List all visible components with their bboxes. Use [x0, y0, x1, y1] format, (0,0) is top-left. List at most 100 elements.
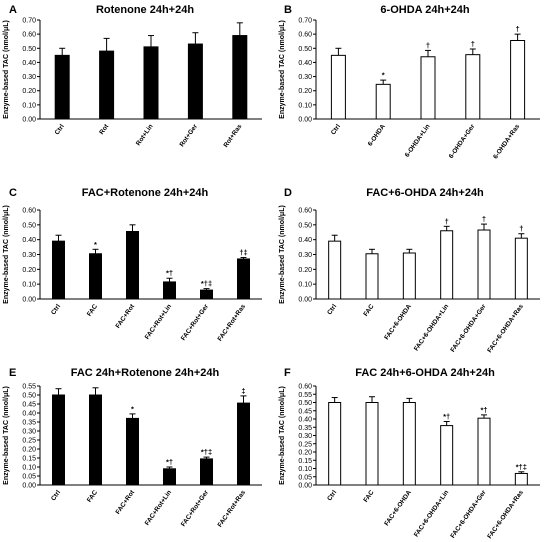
panel-b-y-tick-label: 0.40	[298, 60, 312, 67]
panel-c: C FAC+Rotenone 24h+24h Enzyme-based TAC (n…	[3, 187, 262, 343]
panel-b-significance-label: †	[516, 25, 520, 34]
panel-d-y-axis-title: Enzyme-based TAC (nmol/μL)	[279, 205, 286, 304]
panel-e-y-tick-label: 0.45	[22, 402, 36, 409]
panel-f-y-tick-label: 0.15	[298, 458, 312, 465]
panel-d-letter: D	[284, 187, 292, 199]
panel-c-bar	[89, 253, 102, 300]
panel-d-significance-label: †	[482, 215, 486, 224]
panel-b-bar	[375, 83, 391, 120]
panel-a: A Rotenone 24h+24h Enzyme-based TAC (nmol/…	[3, 4, 262, 149]
panel-a-y-tick-label: 0.10	[22, 102, 36, 109]
panel-a-y-tick-label: 0.30	[22, 74, 36, 81]
panel-e-bar	[126, 417, 139, 486]
panel-c-category-label: FAC	[86, 303, 99, 318]
panel-a-y-axis-title: Enzyme-based TAC (nmol/μL)	[3, 20, 10, 119]
panel-c-bar	[52, 240, 65, 300]
panel-c-category-label: FAC+Rot+Ger	[180, 303, 210, 342]
panel-b-significance-label: †	[426, 41, 430, 50]
panel-b-category-label: Ctrl	[330, 123, 342, 136]
panel-b-category-label: 6-OHDA+Ger	[448, 123, 477, 160]
panel-c-category-label: FAC+Rot	[115, 302, 137, 329]
panel-b-bar	[510, 40, 526, 120]
panel-d-y-tick-label: 0.40	[298, 237, 312, 244]
panel-e: E FAC 24h+Rotenone 24h+24h Enzyme-based TA…	[3, 367, 262, 529]
panel-e-y-tick-label: 0.15	[22, 456, 36, 463]
panel-d-category-label: FAC+6-OHDA+Lin	[413, 303, 450, 352]
panel-f-bar	[440, 425, 454, 486]
panel-f-category-label: FAC	[362, 489, 375, 504]
panel-b-letter: B	[284, 4, 292, 16]
panel-c-category-label: FAC+Rot+Ras	[217, 303, 248, 343]
panel-c-y-tick-label: 0.00	[22, 297, 36, 304]
panel-c-significance-label: †‡	[239, 248, 247, 257]
panel-e-title: FAC 24h+Rotenone 24h+24h	[71, 367, 220, 379]
panel-f-bar	[514, 472, 528, 486]
panel-a-y-tick-label: 0.20	[22, 88, 36, 95]
panel-d-y-tick-label: 0.10	[298, 282, 312, 289]
panel-e-y-tick-label: 0.40	[22, 411, 36, 418]
panel-e-significance-label: ‡	[241, 386, 245, 395]
panel-d-category-label: FAC+6-OHDA	[383, 303, 413, 341]
panel-f-y-tick-label: 0.30	[298, 433, 312, 440]
panel-c-significance-label: *†‡	[201, 279, 212, 288]
panel-c-y-axis-title: Enzyme-based TAC (nmol/μL)	[3, 205, 10, 304]
panel-c-category-label: Ctrl	[50, 303, 62, 316]
panel-b: B 6-OHDA 24h+24h Enzyme-based TAC (nmol/μL…	[279, 4, 540, 160]
panel-c-y-tick-label: 0.10	[22, 282, 36, 289]
panel-f-bar	[402, 402, 416, 486]
panel-f-y-tick-label: 0.60	[298, 384, 312, 391]
panel-a-title: Rotenone 24h+24h	[96, 4, 194, 16]
panel-a-category-label: Rot	[98, 122, 110, 136]
panel-d-bar	[365, 253, 379, 300]
panel-f-y-tick-label: 0.20	[298, 450, 312, 457]
panel-f-y-tick-label: 0.25	[298, 441, 312, 448]
panel-b-y-tick-label: 0.70	[298, 18, 312, 25]
panel-f-category-label: FAC+6-OHDA+Ras	[486, 489, 525, 540]
panel-c-bar	[163, 281, 176, 300]
panel-d-bar	[328, 240, 342, 300]
panel-a-bar	[143, 46, 159, 120]
panel-a-bar	[232, 35, 248, 120]
panel-a-y-tick-label: 0.40	[22, 60, 36, 67]
panel-e-y-tick-label: 0.55	[22, 384, 36, 391]
panel-e-significance-label: *†‡	[201, 448, 212, 457]
panel-e-category-label: FAC+Rot	[115, 488, 137, 515]
panel-b-y-tick-label: 0.60	[298, 32, 312, 39]
panel-e-y-tick-label: 0.10	[22, 465, 36, 472]
panel-e-y-tick-label: 0.05	[22, 474, 36, 481]
panel-c-y-tick-label: 0.40	[22, 237, 36, 244]
panel-e-significance-label: *†	[166, 458, 173, 467]
panel-f-y-tick-label: 0.05	[298, 474, 312, 481]
panel-b-y-tick-label: 0.00	[298, 117, 312, 124]
panel-c-y-tick-label: 0.60	[22, 208, 36, 215]
panel-d-y-tick-label: 0.50	[298, 222, 312, 229]
panel-e-bar	[200, 458, 213, 486]
panel-a-y-tick-label: 0.50	[22, 46, 36, 53]
panel-f-significance-label: *†‡	[516, 462, 527, 471]
panel-e-bar	[52, 394, 65, 486]
panel-f-bar	[477, 417, 491, 486]
panel-f-title: FAC 24h+6-OHDA 24h+24h	[355, 367, 495, 379]
panel-a-bar	[187, 43, 203, 120]
panel-f-bar	[328, 402, 342, 486]
panel-e-y-tick-label: 0.20	[22, 447, 36, 454]
panel-b-category-label: 6-OHDA	[367, 123, 387, 148]
panel-c-letter: C	[9, 187, 17, 199]
panel-f-significance-label: *†	[480, 405, 487, 414]
panel-b-category-label: 6-OHDA+Lin	[404, 123, 432, 159]
panel-e-bar	[163, 468, 176, 486]
panel-b-y-tick-label: 0.30	[298, 74, 312, 81]
panel-d-title: FAC+6-OHDA 24h+24h	[366, 187, 484, 199]
panel-e-y-tick-label: 0.30	[22, 429, 36, 436]
panel-a-bar	[54, 54, 70, 120]
panel-a-category-label: Ctrl	[54, 123, 66, 136]
panel-f-y-tick-label: 0.45	[298, 408, 312, 415]
panel-b-title: 6-OHDA 24h+24h	[380, 4, 469, 16]
panel-e-significance-label: *	[131, 404, 134, 413]
panel-f: F FAC 24h+6-OHDA 24h+24h Enzyme-based TAC …	[279, 367, 540, 540]
panel-e-category-label: Ctrl	[50, 489, 62, 502]
panel-d-category-label: FAC	[362, 303, 375, 318]
panel-f-significance-label: *†	[443, 412, 450, 421]
panel-b-y-tick-label: 0.50	[298, 46, 312, 53]
